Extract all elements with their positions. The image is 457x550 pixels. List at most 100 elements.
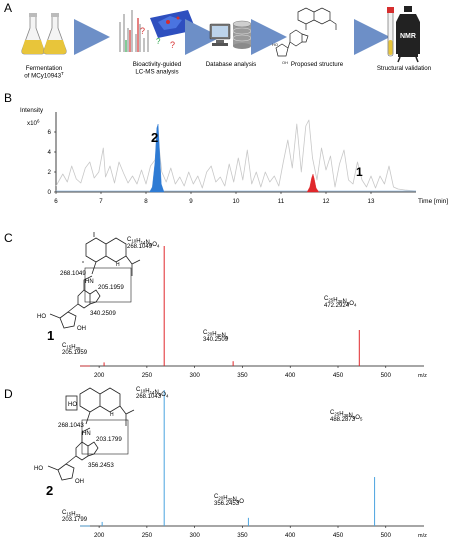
x-tick-label: 250 (142, 532, 153, 539)
step-label-line: Structural validation (377, 65, 432, 72)
formula-subscript: 5 (226, 335, 229, 340)
formula-element: H (333, 298, 337, 304)
x-tick-label: 400 (285, 532, 296, 539)
compound-number-1: 1 (47, 328, 54, 343)
chromatogram-background-trace (55, 119, 417, 192)
ms-spectrum-compound-2: 200 250 300 350 400 450 500 m/zC15H23203.1799C1… (62, 387, 427, 539)
formula-element: C (324, 296, 329, 302)
x-tick-label: 10 (233, 198, 240, 205)
x-tick-label: 500 (381, 532, 392, 539)
formula-subscript: 5 (150, 242, 153, 247)
x-tick-label: 250 (142, 372, 153, 379)
step-label-line: Fermentation (26, 65, 63, 72)
panel-d-letter: D (4, 387, 13, 401)
y-tick-label: 6 (48, 129, 52, 136)
peak-compound-1 (306, 173, 320, 193)
ms-peak-formula: C15H25 (62, 343, 81, 351)
formula-subscript: 5 (159, 392, 162, 397)
peak-label-2: 2 (151, 130, 158, 145)
flask-icon (43, 13, 67, 55)
formula-subscript: 4 (166, 393, 169, 398)
ms-peak-mass: 340.2509 (203, 337, 229, 343)
ms-peak-mass: 472.2924 (324, 303, 350, 309)
formula-element: C (62, 510, 67, 516)
formula-subscript: 14 (141, 240, 146, 245)
compound-number-2: 2 (46, 483, 53, 498)
formula-element: O (239, 499, 244, 505)
x-tick-label: 400 (285, 372, 296, 379)
ms-peak-formula: C20H30N5O (214, 494, 244, 505)
x-tick-label: 13 (368, 198, 375, 205)
chromatogram-yunit: x106 (27, 119, 40, 128)
ms-peak-mass: 488.2873 (330, 417, 356, 423)
structure-atom-label: HO (272, 42, 278, 47)
x-tick-label: 12 (323, 198, 330, 205)
formula-element: O (161, 392, 166, 398)
formula-subscript: 20 (218, 496, 223, 501)
formula-subscript: 4 (354, 302, 357, 307)
formula-subscript: 25 (76, 346, 81, 351)
formula-subscript: 38 (344, 413, 349, 418)
formula-subscript: 15 (66, 512, 71, 517)
flask-icon (21, 13, 45, 55)
svg-text:?: ? (170, 40, 175, 50)
ms-peak-formula: C20H30N5 (203, 330, 229, 340)
formula-subscript: 5 (353, 415, 356, 420)
x-tick-label: 7 (99, 198, 103, 205)
formula-subscript: 10 (140, 389, 145, 394)
computer-icon (209, 23, 231, 46)
x-tick-label: 11 (278, 198, 285, 205)
formula-element: O (152, 242, 157, 248)
step-label-structure: Proposed structure (291, 61, 344, 68)
formula-subscript: 30 (217, 333, 222, 338)
formula-subscript: 30 (228, 497, 233, 502)
fragment-label: 205.1959 (98, 284, 124, 291)
atom-label: HO (34, 466, 43, 472)
formula-subscript: 25 (328, 298, 333, 303)
ms-peak-mass: 268.1043 (136, 394, 162, 400)
fragment-label: 203.1799 (96, 436, 122, 443)
formula-subscript: 5 (360, 416, 363, 421)
x-tick-label: 350 (237, 532, 248, 539)
formula-element: H (223, 496, 227, 502)
panel-a-letter: A (4, 1, 12, 15)
fragment-label: 340.2509 (90, 310, 116, 317)
step-label-superscript: T (61, 71, 64, 76)
panel-b-letter: B (4, 91, 12, 105)
formula-subscript: 5 (237, 499, 240, 504)
panel-c-letter: C (4, 231, 13, 245)
step-label-line: Database analysis (206, 61, 257, 68)
ms-peak-formula: C10H14N5O4 (127, 237, 160, 248)
x-tick-label: 500 (381, 372, 392, 379)
yunit-exponent: 6 (37, 119, 40, 124)
formula-element: N (232, 497, 236, 503)
formula-subscript: 25 (334, 412, 339, 417)
atom-label: HN (82, 431, 91, 437)
fragment-label: 356.2453 (88, 462, 114, 469)
formula-element: N (342, 299, 346, 305)
fragment-label: 268.1049 (60, 270, 86, 277)
formula-element: H (339, 412, 343, 418)
formula-element: H (145, 389, 149, 395)
ms-peak-formula: C15H23 (62, 510, 81, 518)
formula-subscript: 15 (66, 345, 71, 350)
formula-element: N (348, 413, 352, 419)
fragment-label: 268.1043 (58, 422, 84, 429)
ms-peak-formula: C25H38N5O4 (324, 296, 357, 307)
step-label-line: Bioactivity-guided (133, 61, 182, 68)
x-tick-label: 450 (333, 372, 344, 379)
compound-1-structure (49, 232, 141, 329)
atom-label: HN (85, 279, 94, 285)
x-tick-label: 350 (237, 372, 248, 379)
formula-element: O (355, 415, 360, 421)
step-label-line: of MCy10943 (24, 73, 61, 80)
step-label-lcms: Bioactivity-guided LC-MS analysis (133, 61, 182, 76)
peak-compound-2 (149, 123, 165, 193)
ms-peak-formula: C10H14N5O4 (136, 387, 169, 398)
formula-element: N (154, 390, 158, 396)
formula-element: C (214, 494, 219, 500)
compound-2-structure (47, 387, 135, 481)
formula-subscript: 5 (347, 301, 350, 306)
atom-label: H (116, 262, 120, 268)
